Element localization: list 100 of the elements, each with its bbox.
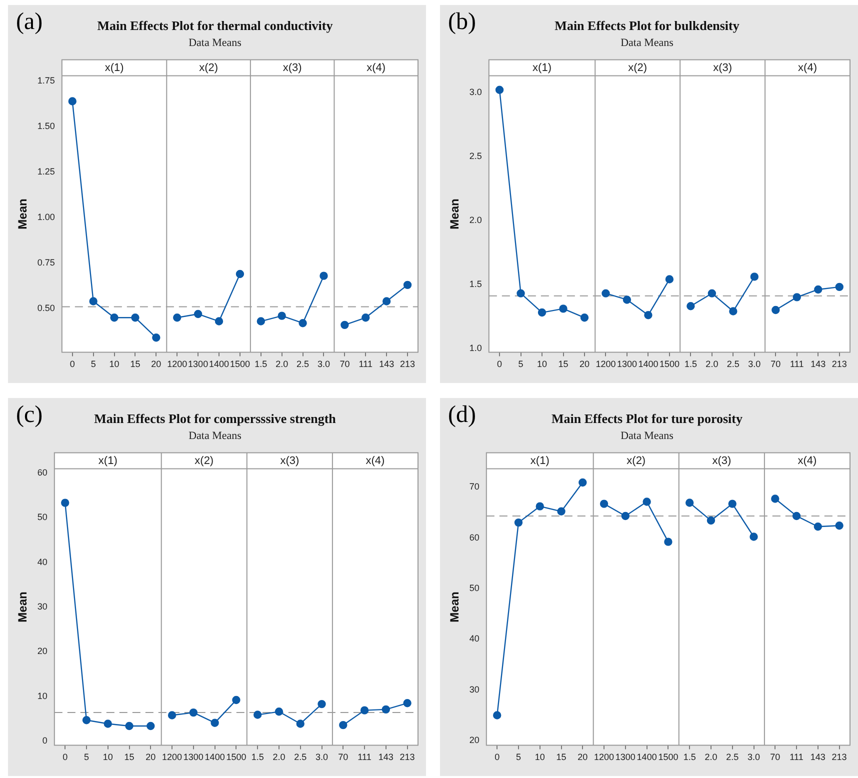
point [750, 272, 759, 281]
text: x(4) [798, 454, 817, 467]
chart-subtitle: Data Means [188, 430, 242, 442]
y-axis-title: Mean [16, 198, 30, 230]
point [104, 720, 112, 728]
y-tick-label: 30 [469, 684, 480, 694]
point [514, 518, 523, 527]
text: x(1) [98, 454, 118, 467]
x-tick-label: 20 [578, 752, 588, 762]
point [559, 304, 568, 313]
point [236, 270, 244, 278]
point [210, 718, 219, 727]
point [538, 308, 546, 317]
point [194, 310, 202, 318]
x-tick-label: 1500 [226, 752, 246, 762]
x-tick-label: 1200 [162, 752, 182, 762]
point [792, 512, 801, 520]
y-tick-label: 0.75 [37, 258, 55, 268]
point [729, 307, 738, 316]
chart-title: Main Effects Plot for ture porosity [552, 411, 743, 426]
y-tick-label: 1.25 [37, 166, 55, 177]
point [189, 708, 198, 717]
x-tick-label: 1500 [230, 359, 250, 370]
y-axis-title: Mean [448, 592, 462, 622]
x-tick-label: 143 [810, 752, 826, 762]
point [621, 512, 630, 520]
x-tick-label: 15 [130, 359, 140, 370]
x-tick-label: 15 [124, 752, 134, 762]
text: x(1) [530, 454, 550, 467]
point [274, 708, 284, 716]
y-tick-label: 1.00 [37, 212, 55, 222]
y-tick-label: 1.5 [469, 278, 482, 289]
point [622, 296, 632, 304]
point [708, 289, 716, 298]
y-tick-label: 1.0 [469, 342, 482, 353]
x-tick-label: 1.5 [684, 359, 697, 370]
x-tick-label: 213 [400, 752, 415, 762]
point [152, 334, 160, 342]
x-tick-label: 111 [790, 752, 804, 762]
point [750, 532, 758, 541]
x-tick-label: 213 [400, 359, 416, 370]
point [706, 516, 716, 525]
point [131, 314, 140, 322]
point [516, 289, 525, 298]
x-tick-label: 10 [109, 359, 120, 370]
y-tick-label: 10 [37, 690, 48, 701]
y-tick-label: 3.0 [469, 86, 482, 97]
x-tick-label: 1.5 [254, 359, 268, 370]
x-tick-label: 2.0 [276, 359, 288, 370]
x-tick-label: 20 [579, 359, 590, 370]
point [168, 711, 176, 720]
y-tick-label: 30 [37, 601, 48, 612]
point [814, 285, 822, 294]
y-tick-label: 20 [469, 735, 480, 746]
x-tick-label: 10 [537, 359, 548, 370]
x-tick-label: 15 [556, 752, 566, 762]
text: x(1) [104, 62, 124, 74]
point [340, 320, 349, 330]
text: x(3) [713, 62, 732, 74]
x-tick-label: 2.0 [272, 752, 286, 762]
x-tick-label: 70 [340, 359, 350, 370]
chart-subtitle: Data Means [620, 430, 674, 442]
point [173, 314, 182, 322]
x-tick-label: 143 [378, 752, 394, 762]
text: x(3) [280, 454, 300, 467]
text: x(4) [366, 454, 385, 467]
point [772, 306, 780, 314]
point [382, 297, 391, 306]
point [214, 317, 224, 326]
x-tick-label: 213 [832, 752, 847, 762]
point [82, 716, 91, 724]
point [403, 280, 412, 290]
point [557, 507, 566, 516]
point [318, 700, 326, 708]
text: x(2) [628, 62, 648, 74]
x-tick-label: 10 [102, 752, 113, 762]
x-tick-label: 2.5 [726, 359, 740, 370]
x-tick-label: 2.5 [294, 752, 307, 762]
point [298, 319, 307, 328]
y-tick-label: 40 [37, 556, 48, 567]
y-axis-title: Mean [448, 198, 462, 230]
x-tick-label: 2.5 [296, 359, 310, 370]
x-tick-label: 70 [770, 359, 781, 370]
x-tick-label: 143 [810, 359, 826, 370]
x-tick-label: 3.0 [748, 752, 760, 762]
point [253, 710, 262, 719]
x-tick-label: 1200 [594, 752, 614, 762]
x-tick-label: 1400 [208, 359, 230, 370]
text: (a) [16, 9, 43, 36]
x-tick-label: 2.0 [706, 359, 718, 370]
y-tick-label: 50 [469, 582, 480, 593]
text: x(2) [194, 454, 214, 467]
x-tick-label: 3.0 [317, 359, 330, 370]
point [642, 498, 651, 506]
point [360, 706, 369, 714]
point [296, 720, 304, 728]
x-tick-label: 213 [832, 359, 847, 370]
point [771, 494, 780, 503]
x-tick-label: 1.5 [683, 752, 696, 762]
point [278, 312, 286, 320]
